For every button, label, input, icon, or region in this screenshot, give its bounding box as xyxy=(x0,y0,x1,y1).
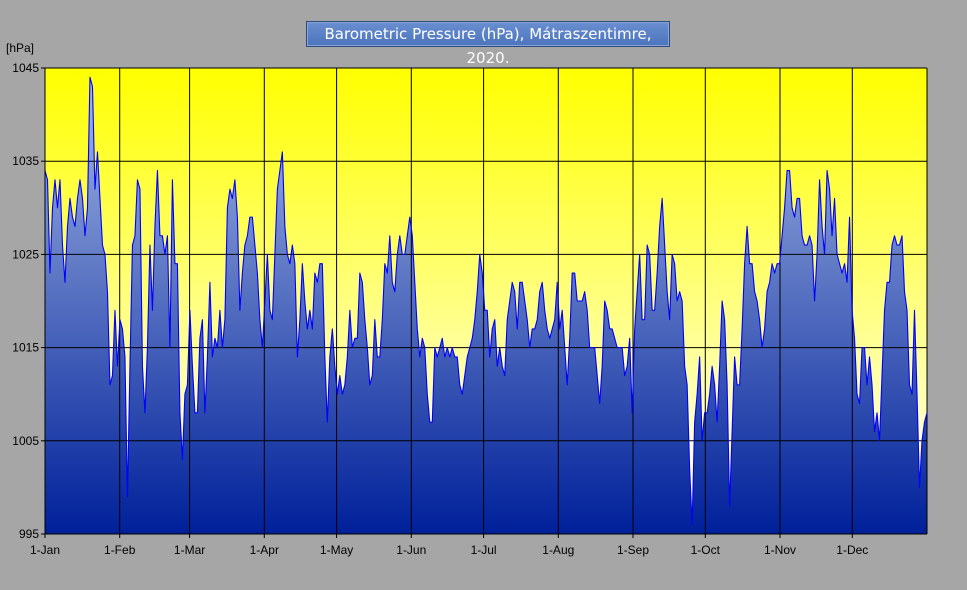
y-tick-label: 995 xyxy=(19,527,39,541)
y-tick-label: 1025 xyxy=(12,247,39,261)
area-layer xyxy=(45,77,927,534)
x-tick-label: 1-Jun xyxy=(396,543,426,557)
x-tick-label: 1-May xyxy=(320,543,353,557)
y-tick-label: 1005 xyxy=(12,434,39,448)
x-tick-label: 1-Dec xyxy=(836,543,868,557)
x-tick-label: 1-Apr xyxy=(250,543,279,557)
line-layer xyxy=(44,76,928,526)
x-tick-label: 1-Jul xyxy=(471,543,497,557)
x-tick-label: 1-Sep xyxy=(617,543,649,557)
x-tick-label: 1-Jan xyxy=(30,543,60,557)
y-tick-label: 1015 xyxy=(12,341,39,355)
y-tick-label: 1045 xyxy=(12,61,39,75)
series-area-fill xyxy=(45,77,927,534)
x-tick-label: 1-Nov xyxy=(764,543,796,557)
chart-title: Barometric Pressure (hPa), Mátraszentimr… xyxy=(306,21,670,67)
x-tick-label: 1-Feb xyxy=(104,543,136,557)
series-line xyxy=(44,76,928,526)
y-tick-label: 1035 xyxy=(12,154,39,168)
x-tick-label: 1-Mar xyxy=(174,543,205,557)
x-tick-label: 1-Aug xyxy=(542,543,574,557)
x-tick-label: 1-Oct xyxy=(691,543,721,557)
axis-layer: 995 1005 1015 1025 1035 1045 1-Jan 1-Feb 1-Mar 1-… xyxy=(12,61,927,557)
y-axis-unit-label: [hPa] xyxy=(6,41,34,55)
